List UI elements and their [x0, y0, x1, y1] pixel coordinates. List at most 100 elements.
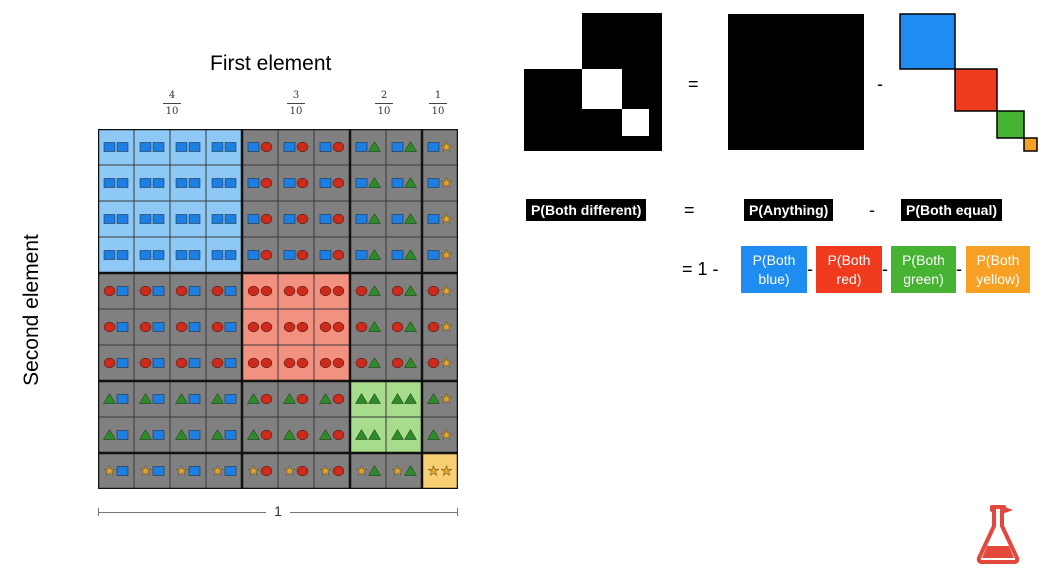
grid-cell	[277, 129, 315, 166]
circle-icon	[427, 321, 440, 333]
total-length-axis: 1	[98, 503, 458, 519]
triangle-icon	[283, 429, 296, 440]
grid-cell	[241, 200, 279, 238]
square-icon	[211, 250, 224, 260]
square-icon	[139, 142, 152, 152]
triangle-icon	[283, 393, 296, 404]
square-icon	[283, 142, 296, 152]
grid-cell	[205, 344, 243, 382]
grid-cell	[421, 129, 458, 166]
circle-icon	[103, 321, 116, 333]
fraction-numerator: 3	[292, 90, 300, 101]
square-icon	[391, 250, 404, 260]
grid-cell	[385, 416, 423, 454]
star-icon	[440, 320, 453, 333]
circle-icon	[139, 285, 152, 297]
star-icon	[283, 464, 296, 477]
circle-icon	[332, 429, 345, 441]
grid-cell	[421, 236, 458, 274]
triangle-icon	[175, 393, 188, 404]
square-icon	[116, 358, 129, 368]
triangle-icon	[368, 429, 381, 440]
grid-cell	[385, 344, 423, 382]
flask-icon	[976, 505, 1020, 564]
circle-icon	[319, 285, 332, 297]
triangle-icon	[368, 177, 381, 188]
square-icon	[152, 250, 165, 260]
circle-icon	[283, 285, 296, 297]
star-icon	[175, 464, 188, 477]
x-axis-title: First element	[210, 52, 332, 75]
grid-cell	[385, 236, 423, 274]
triangle-icon	[427, 429, 440, 440]
grid-cell	[277, 308, 315, 346]
p-both-green-line1: P(Both	[902, 251, 945, 268]
circle-icon	[355, 285, 368, 297]
triangle-icon	[368, 141, 381, 152]
circle-icon	[175, 321, 188, 333]
grid-cell	[205, 200, 243, 238]
circle-icon	[296, 393, 309, 405]
grid-cell	[241, 129, 279, 166]
star-icon	[440, 284, 453, 297]
fraction-red: 3 10	[281, 90, 311, 117]
square-icon	[116, 466, 129, 476]
circle-icon	[139, 357, 152, 369]
grid-cell	[241, 344, 279, 382]
grid-cell	[277, 164, 315, 202]
fraction-yellow: 1 10	[423, 90, 453, 117]
grid-cell	[241, 164, 279, 202]
grid-cell	[385, 308, 423, 346]
square-icon	[224, 466, 237, 476]
square-icon	[188, 142, 201, 152]
grid-cell	[349, 308, 387, 346]
grid-cell	[313, 344, 351, 382]
grid-cell	[349, 416, 387, 454]
square-icon	[224, 178, 237, 188]
circle-icon	[260, 429, 273, 441]
square-icon	[152, 178, 165, 188]
circle-icon	[260, 321, 273, 333]
square-icon	[116, 142, 129, 152]
triangle-icon	[368, 357, 381, 368]
square-icon	[224, 214, 237, 224]
circle-icon	[355, 357, 368, 369]
circle-icon	[296, 249, 309, 261]
grid-cell	[133, 164, 171, 202]
y-axis-title: Second element	[20, 234, 43, 386]
square-icon	[116, 286, 129, 296]
star-icon	[427, 464, 440, 477]
fraction-numerator: 2	[380, 90, 388, 101]
grid-cell	[98, 129, 135, 166]
triangle-icon	[103, 429, 116, 440]
square-icon	[116, 430, 129, 440]
grid-cell	[313, 272, 351, 310]
grid-cell	[133, 452, 171, 489]
p-anything-label: P(Anything)	[744, 199, 834, 221]
square-icon	[116, 178, 129, 188]
grid-cell	[385, 164, 423, 202]
triangle-icon	[391, 393, 404, 404]
square-icon	[427, 142, 440, 152]
circle-icon	[260, 249, 273, 261]
circle-icon	[391, 321, 404, 333]
star-icon	[391, 464, 404, 477]
grid-cell	[313, 200, 351, 238]
square-icon	[152, 286, 165, 296]
circle-icon	[296, 465, 309, 477]
square-icon	[319, 178, 332, 188]
grid-cell	[421, 200, 458, 238]
triangle-icon	[211, 393, 224, 404]
grid-cell	[205, 416, 243, 454]
square-icon	[152, 142, 165, 152]
equals-sign: =	[684, 200, 695, 220]
p-both-red-box: P(Both red)	[816, 246, 882, 293]
triangle-icon	[368, 393, 381, 404]
triangle-icon	[211, 429, 224, 440]
grid-cell	[133, 272, 171, 310]
square-icon	[152, 466, 165, 476]
anything-square	[728, 14, 864, 150]
star-icon	[247, 464, 260, 477]
grid-cell	[349, 164, 387, 202]
square-icon	[355, 250, 368, 260]
